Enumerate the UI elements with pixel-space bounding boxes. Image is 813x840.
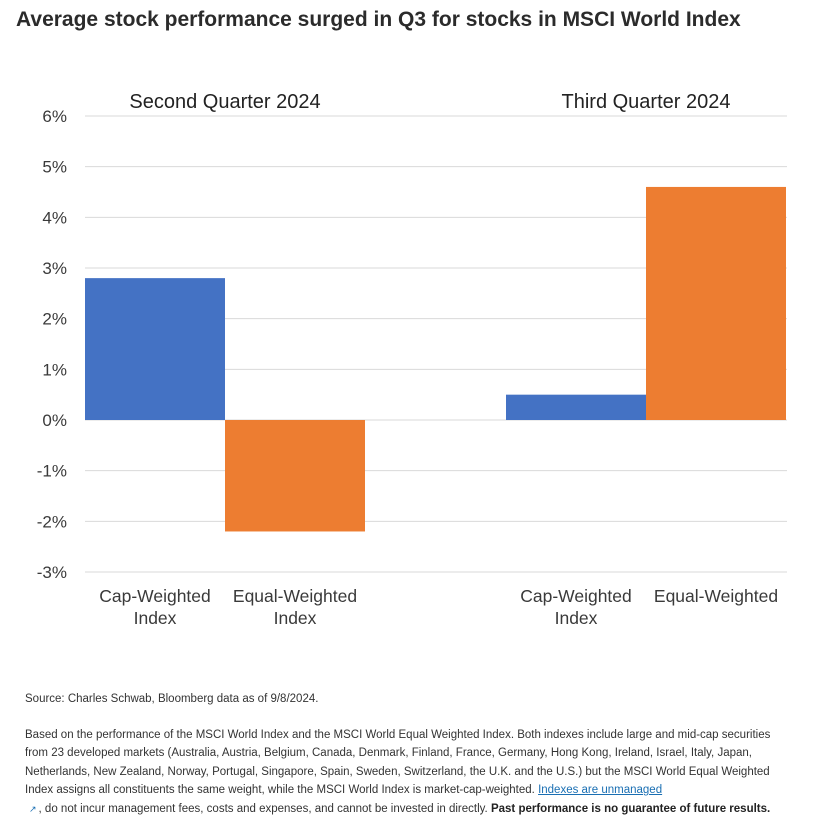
y-tick-label: 2% (42, 310, 67, 329)
category-label: Cap-Weighted (99, 586, 211, 606)
category-label: Cap-Weighted (520, 586, 632, 606)
category-label: Index (274, 608, 317, 628)
source-note: Source: Charles Schwab, Bloomberg data a… (25, 693, 319, 705)
footnote: Based on the performance of the MSCI Wor… (25, 726, 785, 818)
indexes-unmanaged-link[interactable]: Indexes are unmanaged (538, 784, 663, 797)
category-labels: Cap-WeightedIndexEqual-WeightedIndexCap-… (99, 586, 778, 628)
bar (225, 420, 365, 532)
footnote-text-continued: , do not incur management fees, costs an… (38, 802, 491, 815)
group-label: Third Quarter 2024 (562, 91, 731, 113)
group-label: Second Quarter 2024 (129, 91, 320, 113)
bar (506, 394, 646, 420)
past-performance-disclaimer: Past performance is no guarantee of futu… (490, 802, 771, 815)
bar (646, 186, 786, 420)
y-tick-label: -3% (37, 563, 67, 582)
y-tick-label: -1% (37, 462, 67, 481)
bar (85, 278, 225, 420)
footnote-text: Based on the performance of the MSCI Wor… (25, 729, 771, 797)
chart-title: Average stock performance surged in Q3 f… (16, 8, 741, 31)
y-tick-label: 5% (42, 158, 67, 177)
y-tick-label: 0% (42, 411, 67, 430)
y-tick-label: -2% (37, 512, 67, 531)
y-tick-label: 4% (42, 208, 67, 227)
category-label: Index (134, 608, 177, 628)
bar-chart: 6% 5% 4% 3% 2% 1% 0% -1% -2% -3% Second Quarter 2… (37, 91, 787, 628)
bars (85, 186, 786, 532)
group-labels: Second Quarter 2024 Third Quarter 2024 (129, 91, 730, 113)
y-tick-label: 6% (42, 107, 67, 126)
y-tick-label: 3% (42, 259, 67, 278)
y-tick-label: 1% (42, 360, 67, 379)
category-label: Equal-Weighted (233, 586, 357, 606)
external-link-icon[interactable]: ↗ (29, 803, 37, 814)
y-axis-tick-labels: 6% 5% 4% 3% 2% 1% 0% -1% -2% -3% (37, 107, 67, 582)
category-label: Index (555, 608, 598, 628)
category-label: Equal-Weighted (654, 586, 778, 606)
